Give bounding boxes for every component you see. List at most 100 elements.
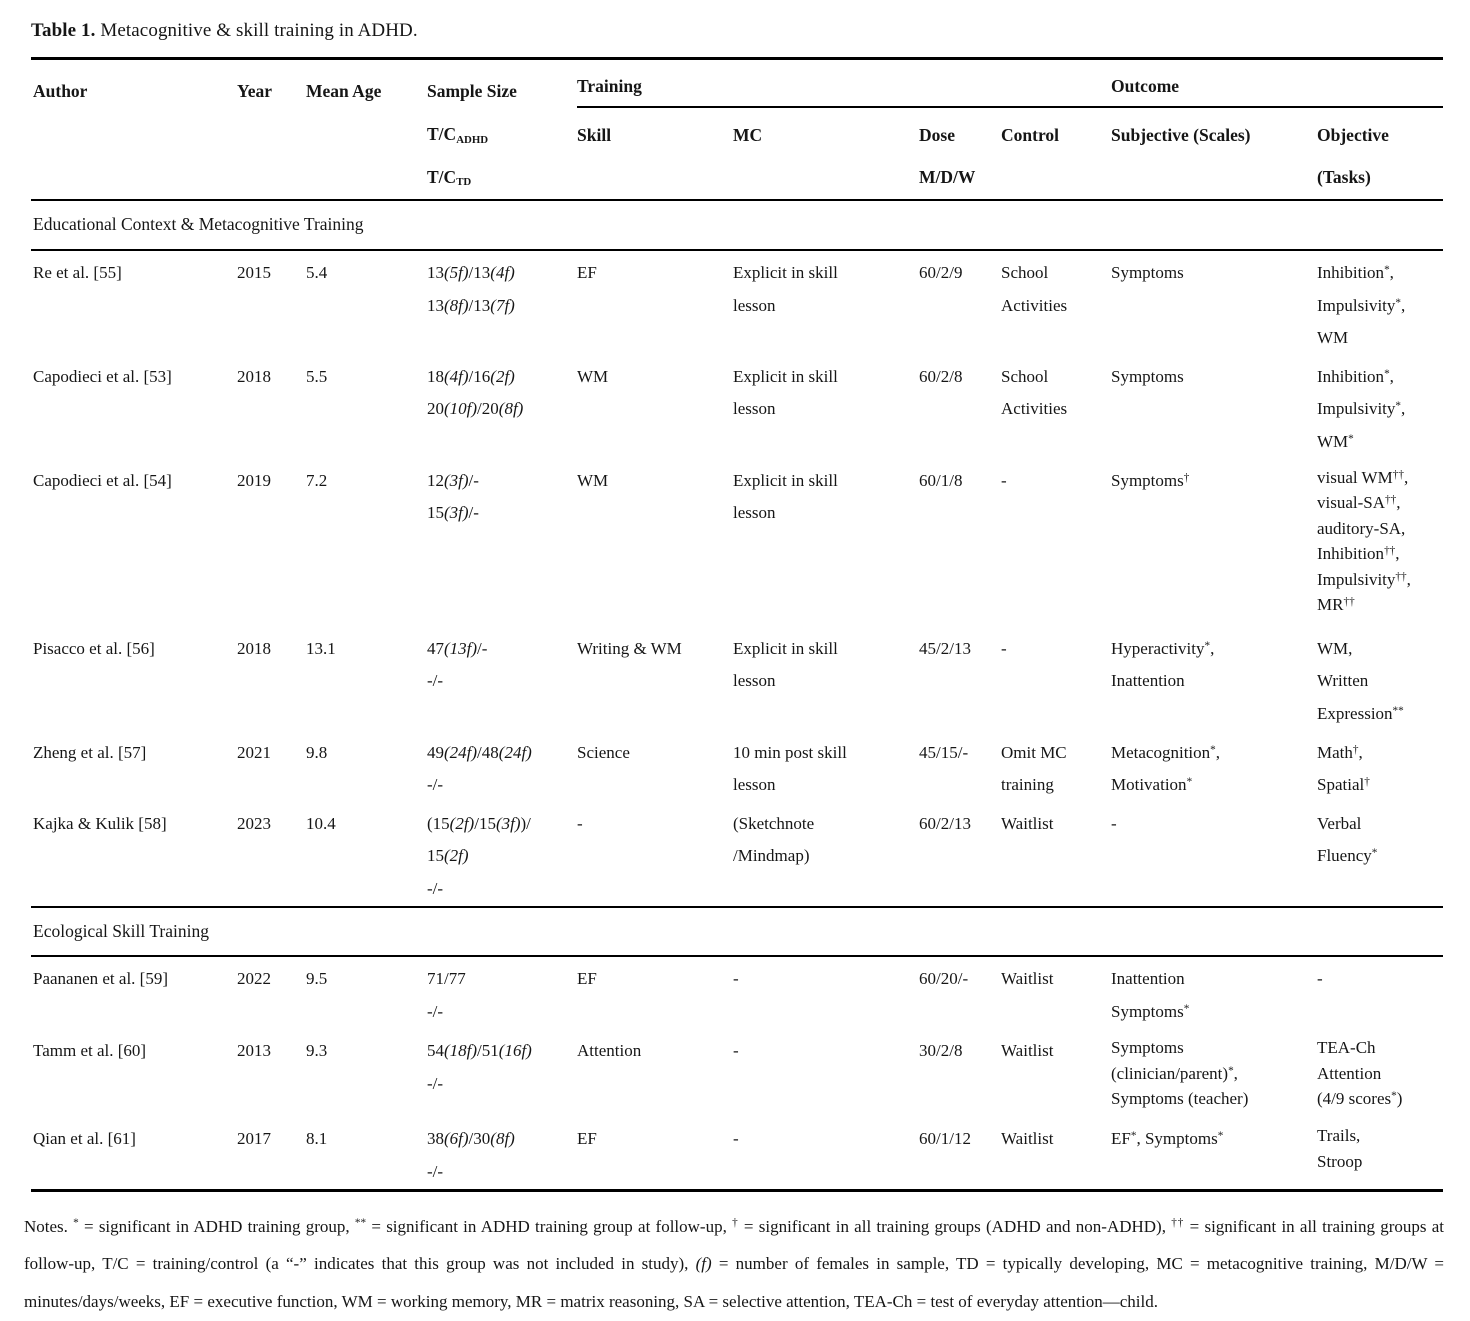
- cell-year: 2013: [237, 1041, 271, 1061]
- cell-objective: visual WM††, visual-SA††, auditory-SA, I…: [1317, 467, 1411, 615]
- cell-sample-size: 12(3f)/- 15(3f)/-: [427, 470, 479, 523]
- cell-mc: -: [733, 1041, 739, 1061]
- cell-control: Waitlist: [1001, 1041, 1054, 1061]
- cell-mean-age: 9.3: [306, 1041, 328, 1061]
- section-label: Ecological Skill Training: [31, 905, 1444, 958]
- section-header-row: Educational Context & Metacognitive Trai…: [31, 199, 1444, 251]
- cell-skill: -: [577, 813, 583, 833]
- column-header-control: Control: [1001, 106, 1111, 202]
- cell-control: -: [1001, 470, 1007, 490]
- cell-mc: -: [733, 969, 739, 989]
- table-caption: Table 1. Metacognitive & skill training …: [31, 20, 1470, 42]
- table-row: Zheng et al. [57] 2021 9.8 49(24f)/48(24…: [31, 731, 1443, 802]
- cell-mc: 10 min post skill lesson: [733, 742, 847, 795]
- cell-dose: 60/2/8: [919, 366, 963, 386]
- cell-author: Capodieci et al. [54]: [33, 470, 172, 490]
- cell-mc: Explicit in skill lesson: [733, 638, 838, 691]
- cell-dose: 45/15/-: [919, 742, 969, 762]
- cell-subjective: Symptoms: [1111, 366, 1184, 386]
- cell-skill: WM: [577, 366, 609, 386]
- cell-control: Waitlist: [1001, 813, 1054, 833]
- cell-subjective: Metacognition*, Motivation*: [1111, 742, 1221, 795]
- cell-control: Waitlist: [1001, 969, 1054, 989]
- cell-subjective: Symptoms (clinician/parent)*, Symptoms (…: [1111, 1038, 1249, 1109]
- group-header-outcome: Outcome: [1111, 76, 1180, 96]
- cell-year: 2018: [237, 638, 271, 658]
- column-header-subjective: Subjective (Scales): [1111, 106, 1317, 202]
- cell-control: Waitlist: [1001, 1117, 1111, 1192]
- group-header-row: Author Year Mean Age Sample Size T/CADHD…: [31, 56, 1444, 202]
- table-row: Capodieci et al. [54] 2019 7.2 12(3f)/- …: [31, 459, 1443, 627]
- column-header-mc: MC: [733, 106, 919, 202]
- cell-skill: Writing & WM: [577, 638, 682, 658]
- cell-mc: Explicit in skill lesson: [733, 262, 838, 315]
- cell-objective: Inhibition*, Impulsivity*, WM*: [1317, 366, 1406, 452]
- column-header-author: Author: [31, 57, 237, 202]
- cell-objective: -: [1317, 969, 1323, 989]
- cell-sample-size: 38(6f)/30(8f) -/-: [427, 1117, 577, 1192]
- cell-mc: -: [733, 1117, 919, 1192]
- cell-dose: 45/2/13: [919, 638, 971, 658]
- cell-skill: Science: [577, 742, 630, 762]
- column-header-objective: Objective (Tasks): [1317, 106, 1444, 202]
- section-header-row: Ecological Skill Training: [31, 905, 1444, 958]
- cell-mean-age: 7.2: [306, 470, 328, 490]
- cell-sample-size: 71/77 -/-: [427, 969, 466, 1021]
- cell-subjective: Inattention Symptoms*: [1111, 969, 1190, 1021]
- cell-mean-age: 9.8: [306, 742, 328, 762]
- table-row: Re et al. [55] 2015 5.4 13(5f)/13(4f) 13…: [31, 250, 1443, 355]
- cell-control: School Activities: [1001, 262, 1068, 315]
- cell-author: Capodieci et al. [53]: [33, 366, 172, 386]
- cell-dose: 60/1/12: [919, 1117, 1001, 1192]
- cell-author: Re et al. [55]: [33, 262, 122, 282]
- cell-mean-age: 9.5: [306, 969, 328, 989]
- table-row: Paananen et al. [59] 2022 9.5 71/77 -/- …: [31, 956, 1443, 1029]
- table-row: Kajka & Kulik [58] 2023 10.4 (15(2f)/15(…: [31, 802, 1443, 907]
- cell-skill: EF: [577, 1117, 733, 1192]
- table-row: Pisacco et al. [56] 2018 13.1 47(13f)/- …: [31, 627, 1443, 731]
- column-header-skill: Skill: [577, 106, 733, 202]
- cell-author: Zheng et al. [57]: [33, 742, 147, 762]
- table-header: Author Year Mean Age Sample Size T/CADHD…: [31, 56, 1444, 202]
- cell-subjective: Symptoms: [1111, 262, 1184, 282]
- cell-subjective: Symptoms†: [1111, 470, 1190, 490]
- table-row: Qian et al. [61] 2017 8.1 38(6f)/30(8f) …: [31, 1117, 1444, 1192]
- cell-objective: TEA-Ch Attention (4/9 scores*): [1317, 1038, 1403, 1109]
- table-row: Tamm et al. [60] 2013 9.3 54(18f)/51(16f…: [31, 1029, 1443, 1117]
- cell-sample-size: 54(18f)/51(16f) -/-: [427, 1041, 532, 1093]
- cell-year: 2021: [237, 742, 271, 762]
- cell-control: -: [1001, 638, 1007, 658]
- cell-skill: EF: [577, 262, 597, 282]
- cell-objective: Inhibition*, Impulsivity*, WM: [1317, 262, 1406, 348]
- cell-control: Omit MC training: [1001, 742, 1067, 795]
- cell-objective: Trails, Stroop: [1317, 1117, 1444, 1192]
- cell-mc: (Sketchnote /Mindmap): [733, 813, 815, 866]
- cell-dose: 60/1/8: [919, 470, 963, 490]
- cell-sample-size: 47(13f)/- -/-: [427, 638, 488, 691]
- cell-year: 2018: [237, 366, 271, 386]
- cell-sample-size: 18(4f)/16(2f) 20(10f)/20(8f): [427, 366, 524, 419]
- cell-year: 2019: [237, 470, 271, 490]
- cell-author: Kajka & Kulik [58]: [33, 813, 167, 833]
- cell-mc: Explicit in skill lesson: [733, 470, 838, 523]
- cell-skill: EF: [577, 969, 597, 989]
- cell-skill: WM: [577, 470, 609, 490]
- cell-dose: 60/2/9: [919, 262, 963, 282]
- cell-control: School Activities: [1001, 366, 1068, 419]
- group-header-training-outcome: Training Outcome: [577, 56, 1444, 108]
- cell-year: 2017: [237, 1117, 306, 1192]
- column-header-sample-size: Sample Size T/CADHD T/CTD: [427, 57, 577, 202]
- caption-label: Table 1.: [31, 20, 96, 41]
- cell-mean-age: 5.4: [306, 262, 328, 282]
- cell-dose: 60/2/13: [919, 813, 971, 833]
- cell-mc: Explicit in skill lesson: [733, 366, 838, 419]
- study-table: Author Year Mean Age Sample Size T/CADHD…: [31, 56, 1444, 1192]
- column-header-mean-age: Mean Age: [306, 57, 427, 202]
- cell-author: Paananen et al. [59]: [33, 969, 168, 989]
- group-header-training: Training: [577, 76, 642, 96]
- cell-objective: WM, Written Expression**: [1317, 638, 1404, 723]
- column-header-dose: Dose M/D/W: [919, 106, 1001, 202]
- cell-author: Qian et al. [61]: [31, 1117, 237, 1192]
- cell-objective: Math†, Spatial†: [1317, 742, 1370, 795]
- cell-subjective: -: [1111, 813, 1117, 833]
